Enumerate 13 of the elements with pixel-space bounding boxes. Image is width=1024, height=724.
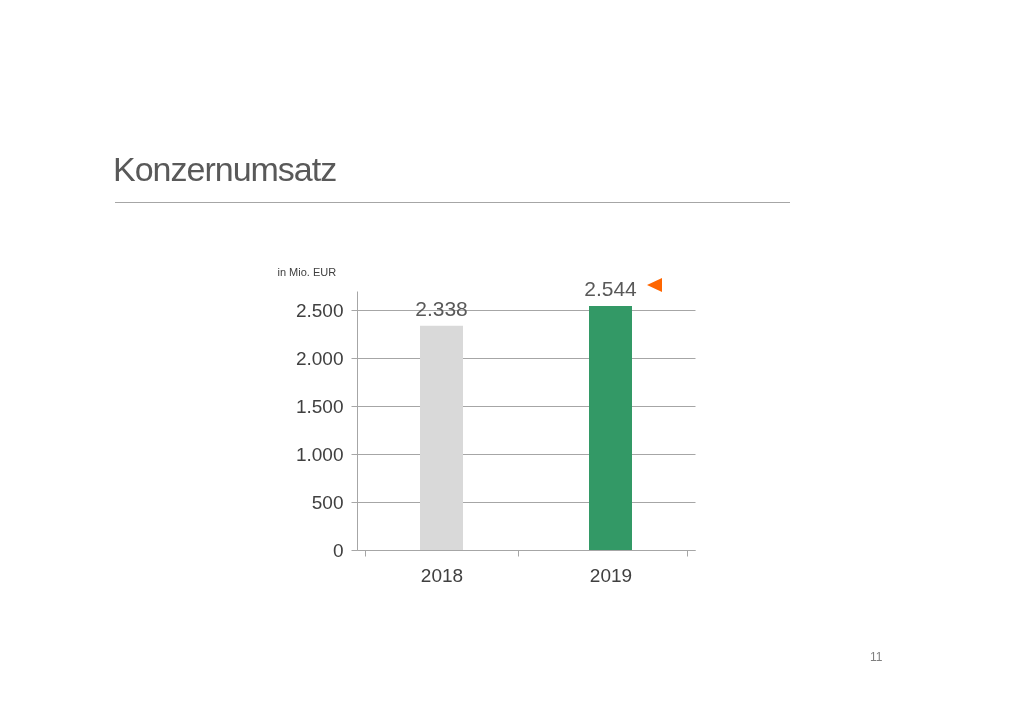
y-tick-label: 500 [311, 491, 344, 513]
x-tick-label: 2019 [589, 564, 633, 586]
y-tick-label: 2.000 [295, 347, 344, 369]
x-tick-label: 2018 [420, 564, 464, 586]
y-tick-label: 0 [332, 539, 344, 561]
data-label: 2.544 [584, 276, 638, 300]
y-tick-label: 2.500 [295, 299, 344, 321]
data-label: 2.338 [415, 296, 468, 320]
y-axis-title: in Mio. EUR [277, 265, 337, 278]
y-tick-label: 1.000 [295, 443, 344, 465]
y-tick-label: 1.500 [295, 395, 344, 417]
chart-title: Konzernumsatz [113, 150, 337, 189]
text: 11 [870, 650, 883, 664]
